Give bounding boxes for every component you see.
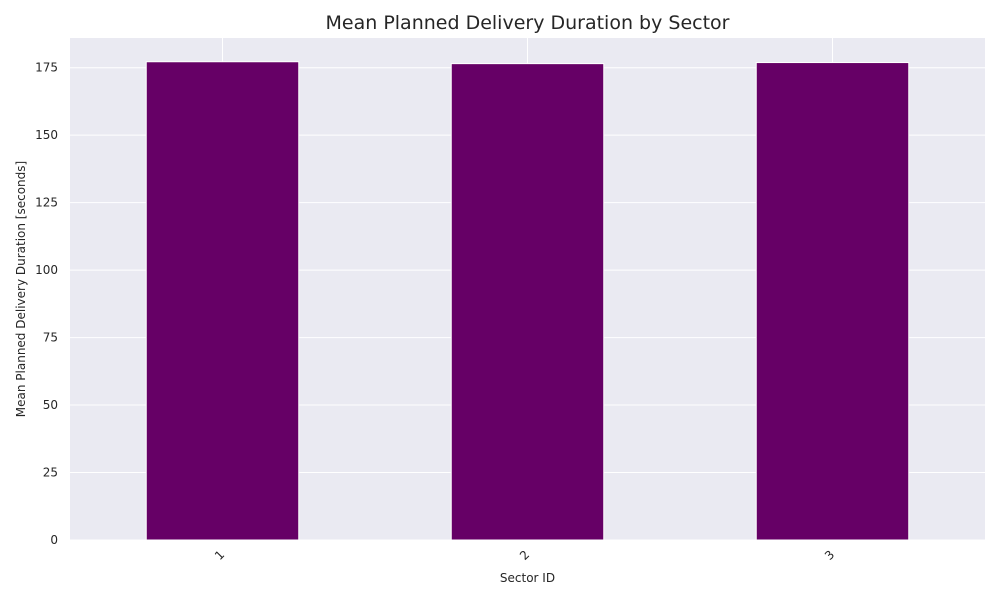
y-tick-label: 150 — [35, 128, 58, 142]
y-tick-label: 0 — [50, 533, 58, 547]
x-tick-label: 1 — [212, 548, 227, 563]
y-tick-label: 50 — [43, 398, 58, 412]
y-tick-label: 75 — [43, 331, 58, 345]
y-tick-label: 125 — [35, 196, 58, 210]
bar-sector-3 — [755, 62, 910, 541]
bar-sector-1 — [145, 61, 300, 541]
y-tick-label: 100 — [35, 263, 58, 277]
bar-sector-2 — [450, 63, 605, 541]
x-tick-labels: 1 2 3 — [212, 548, 837, 563]
chart-title: Mean Planned Delivery Duration by Sector — [326, 12, 730, 34]
y-axis-label: Mean Planned Delivery Duration [seconds] — [14, 161, 28, 417]
x-axis-label: Sector ID — [500, 571, 555, 585]
y-tick-label: 175 — [35, 61, 58, 75]
x-tick-label: 3 — [822, 548, 837, 563]
y-tick-labels: 0 25 50 75 100 125 150 175 — [35, 61, 58, 547]
bars — [145, 61, 910, 541]
y-tick-label: 25 — [43, 466, 58, 480]
x-tick-label: 2 — [517, 548, 532, 563]
